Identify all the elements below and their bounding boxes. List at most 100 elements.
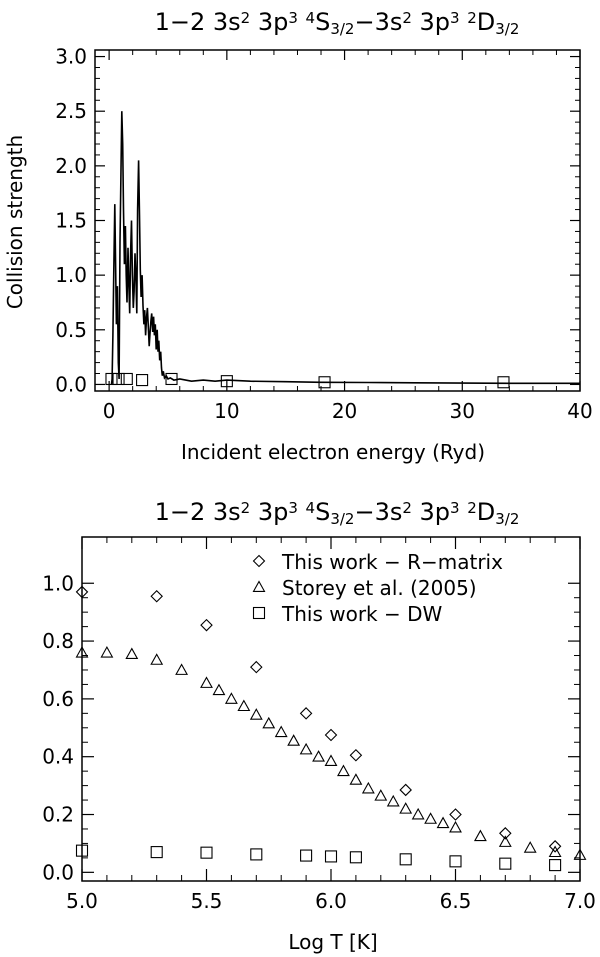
- x-tick-label: 6.5: [440, 889, 472, 913]
- top-panel: 1−2 3s2 3p3 4S3/2−3s2 3p3 2D3/2 0 10 20 30 4…: [3, 8, 593, 464]
- square-point: [250, 848, 263, 861]
- dw-square-point: [165, 372, 178, 386]
- triangle-point: [449, 820, 462, 833]
- triangle-point: [150, 653, 164, 665]
- square-point: [349, 851, 362, 864]
- title-fragment: 3: [450, 499, 460, 517]
- triangle-point: [224, 692, 238, 704]
- legend-square-marker: [252, 606, 266, 620]
- title-fragment: 3p: [412, 498, 450, 526]
- title-fragment: 4: [306, 9, 316, 27]
- triangle-point: [237, 699, 251, 712]
- title-fragment: 1−2 3s: [155, 498, 241, 526]
- title-fragment: D: [477, 8, 495, 36]
- diamond-point: [548, 840, 562, 853]
- top-plot-frame: [94, 49, 581, 392]
- square-point: [449, 855, 462, 868]
- square-point: [300, 849, 313, 862]
- title-fragment: 2: [467, 9, 477, 27]
- y-tick-label: 0.8: [42, 629, 74, 653]
- triangle-point: [411, 807, 425, 820]
- title-fragment: 2: [402, 499, 412, 517]
- triangle-point: [75, 645, 89, 658]
- square-point: [75, 844, 89, 857]
- y-tick-label: 3.0: [55, 45, 87, 69]
- x-tick-label: 30: [450, 399, 475, 423]
- diamond-point: [75, 585, 89, 599]
- bottom-x-axis-label: Log T [K]: [288, 930, 377, 954]
- x-tick-label: 40: [567, 399, 592, 423]
- diamond-point: [349, 748, 363, 762]
- bottom-panel: 1−2 3s2 3p3 4S3/2−3s2 3p3 2D3/2 5.0 5.5 6.…: [42, 498, 596, 954]
- diamond-point: [150, 589, 163, 603]
- bottom-data-marks: [75, 585, 587, 872]
- title-fragment: 3/2: [495, 510, 519, 528]
- y-tick-label: 1.0: [55, 263, 87, 287]
- dw-square-point: [112, 372, 125, 386]
- triangle-point: [361, 781, 375, 794]
- square-point: [549, 859, 562, 872]
- triangle-point: [212, 683, 226, 696]
- triangle-point: [262, 716, 276, 729]
- square-point: [324, 850, 338, 863]
- top-y-axis-label: Collision strength: [3, 135, 27, 309]
- dw-square-point: [318, 376, 331, 389]
- title-fragment: [298, 498, 306, 526]
- triangle-point: [100, 645, 114, 658]
- title-fragment: 2: [241, 9, 251, 27]
- title-fragment: 3/2: [330, 510, 354, 528]
- title-fragment: −3s: [354, 8, 402, 36]
- y-tick-label: 0.2: [42, 803, 74, 827]
- diamond-point: [200, 618, 213, 632]
- triangle-point: [200, 676, 213, 688]
- y-tick-label: 0.0: [55, 372, 87, 396]
- title-fragment: 3: [288, 9, 298, 27]
- triangle-point: [399, 802, 413, 814]
- top-x-axis-label: Incident electron energy (Ryd): [181, 440, 485, 464]
- title-fragment: S: [315, 498, 330, 526]
- dw-square-point: [220, 375, 233, 388]
- triangle-point: [349, 773, 363, 785]
- title-fragment: 3/2: [330, 20, 354, 38]
- x-tick-label: 5.0: [66, 889, 98, 913]
- title-fragment: D: [477, 498, 495, 526]
- square-point: [200, 846, 213, 859]
- triangle-point: [312, 750, 325, 762]
- y-tick-label: 0.5: [55, 318, 87, 342]
- diamond-point: [399, 783, 412, 797]
- x-tick-label: 6.0: [315, 889, 347, 913]
- triangle-point: [274, 725, 288, 738]
- square-point: [499, 857, 512, 870]
- collision-strength-line: [110, 111, 580, 385]
- dw-square-point: [120, 372, 133, 386]
- triangle-point: [374, 789, 388, 801]
- x-tick-label: 7.0: [564, 889, 596, 913]
- triangle-point: [523, 841, 537, 853]
- triangle-point: [436, 816, 450, 829]
- title-fragment: 3p: [250, 498, 288, 526]
- x-tick-label: 20: [332, 399, 357, 423]
- title-fragment: [460, 8, 468, 36]
- bottom-marker-group: [75, 585, 587, 872]
- title-fragment: 2: [402, 9, 412, 27]
- triangle-point: [573, 848, 587, 860]
- title-fragment: 2: [241, 499, 251, 517]
- title-fragment: −3s: [354, 498, 402, 526]
- bottom-axis-ticks: 5.0 5.5 6.0 6.5 7.0 0.0 0.2 0.4 0.6 0.8 1.0: [42, 537, 596, 913]
- bottom-panel-title: 1−2 3s2 3p3 4S3/2−3s2 3p3 2D3/2: [155, 498, 520, 528]
- title-fragment: 3: [450, 9, 460, 27]
- y-tick-label: 0.4: [42, 745, 74, 769]
- title-fragment: 3: [288, 499, 298, 517]
- x-tick-label: 10: [214, 399, 239, 423]
- diamond-point: [449, 808, 462, 821]
- legend-label: This work − DW: [281, 602, 442, 626]
- triangle-point: [287, 734, 301, 746]
- triangle-point: [324, 754, 338, 766]
- triangle-point: [125, 647, 139, 660]
- legend-label: Storey et al. (2005): [282, 576, 477, 600]
- title-fragment: 4: [306, 499, 316, 517]
- y-tick-label: 1.5: [55, 209, 87, 233]
- dw-square-point: [136, 374, 149, 387]
- title-fragment: 1−2 3s: [155, 8, 241, 36]
